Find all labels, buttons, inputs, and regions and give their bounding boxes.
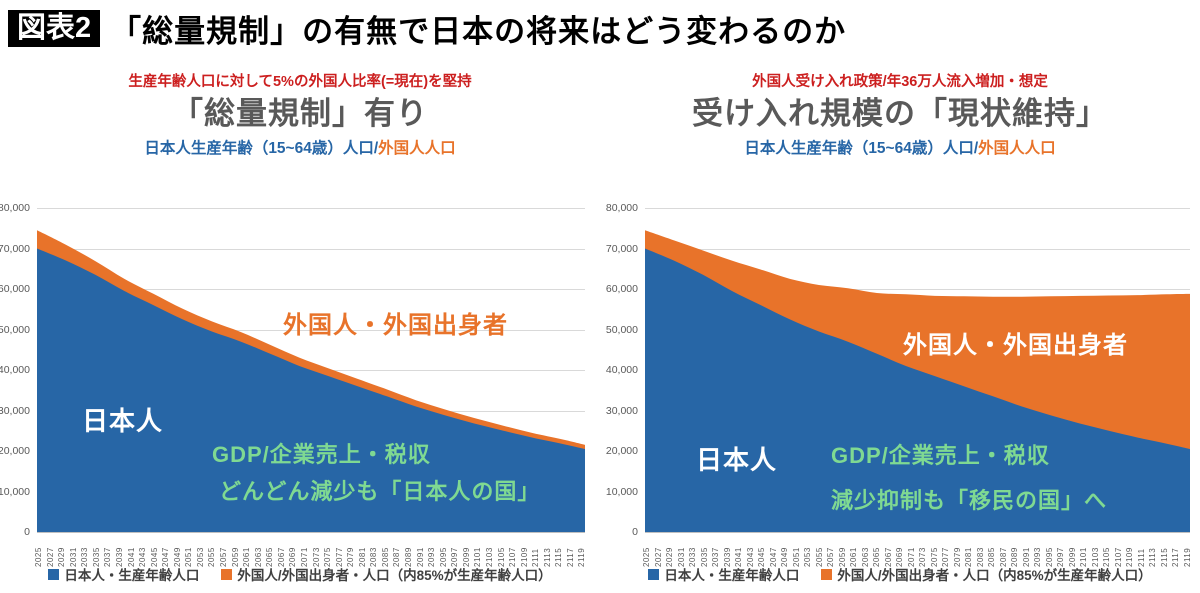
- legend-label: 日本人・生産年齢人口: [64, 568, 200, 583]
- plot-area: [645, 208, 1190, 533]
- chart-subtitle: 日本人生産年齢（15~64歳）人口/外国人人口: [600, 136, 1200, 158]
- annotation-foreign-area: 外国人・外国出身者: [283, 312, 508, 339]
- figure-badge: 図表2: [8, 9, 101, 48]
- policy-note: 生産年齢人口に対して5%の外国人比率(=現在)を堅持: [128, 74, 472, 90]
- legend-marker-orange: [221, 568, 233, 580]
- annotation-gdp-line2: どんどん減少も「日本人の国」: [219, 479, 541, 504]
- subtitle-separator: /: [373, 140, 379, 157]
- figure-header: 図表2 「総量規制」の有無で日本の将来はどう変わるのか: [8, 6, 846, 51]
- legend-marker-orange: [821, 568, 833, 580]
- subtitle-japanese: 日本人生産年齢（15~64歳）人口: [144, 140, 374, 157]
- page-title: 「総量規制」の有無で日本の将来はどう変わるのか: [110, 14, 847, 49]
- legend-item-foreign: 外国人/外国出身者・人口（内85%が生産年齢人口）: [821, 564, 1152, 584]
- subtitle-foreign: 外国人人口: [378, 140, 456, 157]
- chart-panel-left: 生産年齢人口に対して5%の外国人比率(=現在)を堅持 「総量規制」有り 日本人生…: [0, 62, 600, 593]
- annotation-japanese-area: 日本人: [696, 445, 778, 475]
- annotation-gdp-line1: GDP/企業売上・税収: [831, 443, 1050, 468]
- legend-item-foreign: 外国人/外国出身者・人口（内85%が生産年齢人口）: [221, 564, 552, 584]
- legend-label: 日本人・生産年齢人口: [664, 568, 800, 583]
- annotation-foreign-area: 外国人・外国出身者: [903, 332, 1128, 359]
- annotation-gdp-line1: GDP/企業売上・税収: [212, 442, 431, 467]
- legend-label: 外国人/外国出身者・人口（内85%が生産年齢人口）: [237, 568, 552, 583]
- chart-legend: 日本人・生産年齢人口 外国人/外国出身者・人口（内85%が生産年齢人口）: [600, 564, 1200, 584]
- annotation-gdp-line2: 減少抑制も「移民の国」へ: [831, 488, 1108, 513]
- chart-title: 「総量規制」有り: [172, 96, 428, 131]
- subtitle-japanese: 日本人生産年齢（15~64歳）人口: [744, 140, 974, 157]
- chart-title: 受け入れ規模の「現状維持」: [692, 96, 1108, 131]
- plot-area: [37, 208, 585, 533]
- annotation-japanese-area: 日本人: [82, 406, 164, 436]
- legend-item-japanese: 日本人・生産年齢人口: [48, 564, 199, 584]
- legend-marker-blue: [648, 568, 660, 580]
- chart-subtitle: 日本人生産年齢（15~64歳）人口/外国人人口: [0, 136, 600, 158]
- legend-item-japanese: 日本人・生産年齢人口: [648, 564, 799, 584]
- legend-label: 外国人/外国出身者・人口（内85%が生産年齢人口）: [837, 568, 1152, 583]
- chart-legend: 日本人・生産年齢人口 外国人/外国出身者・人口（内85%が生産年齢人口）: [0, 564, 600, 584]
- legend-marker-blue: [48, 568, 60, 580]
- subtitle-separator: /: [973, 140, 979, 157]
- chart-panel-right: 外国人受け入れ政策/年36万人流入増加・想定 受け入れ規模の「現状維持」 日本人…: [600, 62, 1200, 593]
- subtitle-foreign: 外国人人口: [978, 140, 1056, 157]
- policy-note: 外国人受け入れ政策/年36万人流入増加・想定: [752, 74, 1048, 90]
